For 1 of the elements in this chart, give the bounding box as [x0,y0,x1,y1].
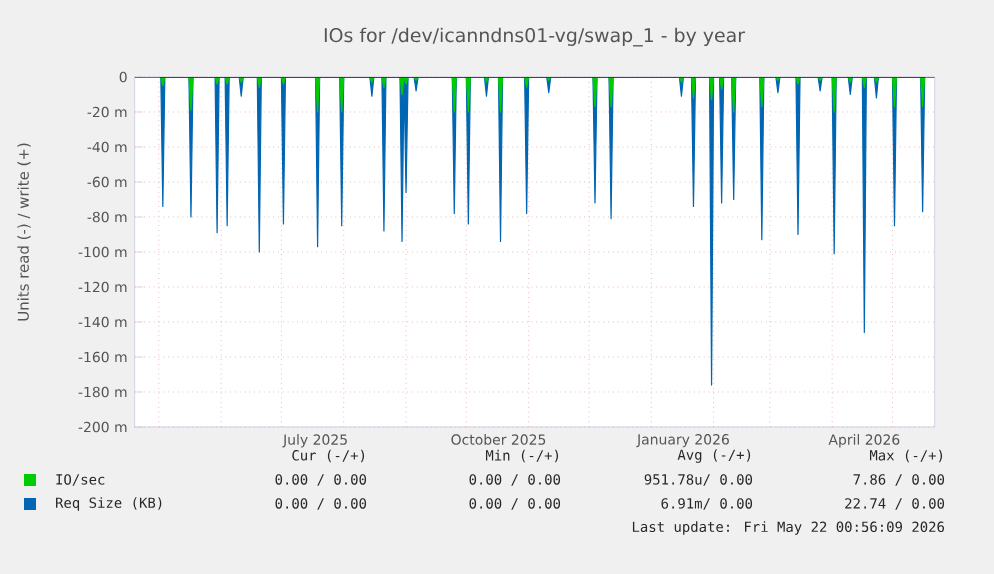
chart-title: IOs for /dev/icanndns01-vg/swap_1 - by year [324,27,746,47]
